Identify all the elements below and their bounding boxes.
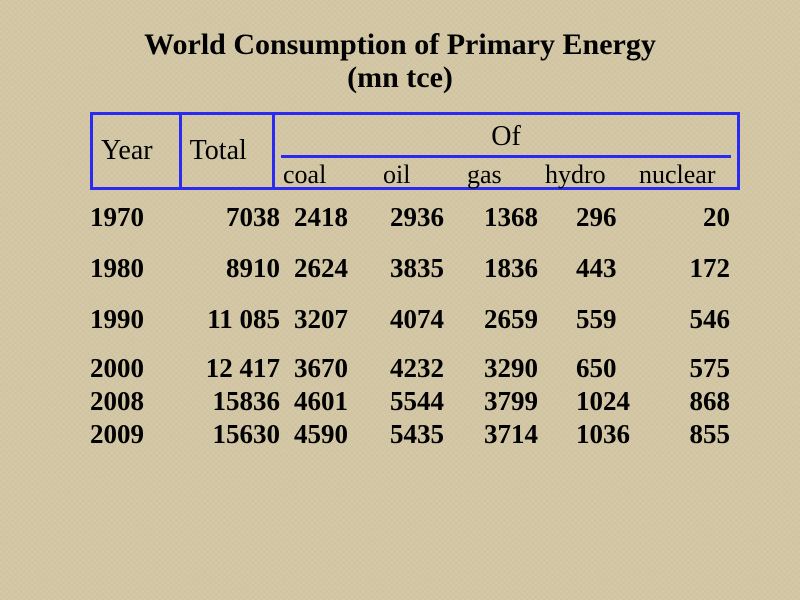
- table-row: 1980 8910 2624 3835 1836 443 172: [90, 255, 750, 282]
- page-title: World Consumption of Primary Energy (mn …: [0, 0, 800, 104]
- cell-coal: 2624: [290, 255, 390, 282]
- cell-coal: 2418: [290, 204, 390, 231]
- cell-hydro: 559: [576, 306, 660, 333]
- cell-gas: 3714: [484, 421, 576, 448]
- cell-oil: 3835: [390, 255, 484, 282]
- cell-total: 15630: [176, 421, 290, 448]
- cell-nuclear: 172: [660, 255, 730, 282]
- cell-year: 2009: [90, 421, 176, 448]
- header-total: Total: [182, 112, 275, 190]
- cell-coal: 3207: [290, 306, 390, 333]
- cell-total: 11 085: [176, 306, 290, 333]
- cell-total: 7038: [176, 204, 290, 231]
- header-year: Year: [90, 112, 182, 190]
- cell-oil: 5544: [390, 388, 484, 415]
- table-row: 2008 15836 4601 5544 3799 1024 868: [90, 388, 750, 415]
- cell-year: 1990: [90, 306, 176, 333]
- cell-gas: 3799: [484, 388, 576, 415]
- header-hydro: hydro: [545, 160, 639, 190]
- cell-hydro: 1036: [576, 421, 660, 448]
- cell-total: 15836: [176, 388, 290, 415]
- cell-year: 1970: [90, 204, 176, 231]
- cell-oil: 4074: [390, 306, 484, 333]
- cell-oil: 5435: [390, 421, 484, 448]
- cell-hydro: 1024: [576, 388, 660, 415]
- header-gas: gas: [467, 160, 545, 190]
- cell-year: 1980: [90, 255, 176, 282]
- cell-nuclear: 546: [660, 306, 730, 333]
- header-of-group: Of coal oil gas hydro nuclear: [275, 112, 740, 190]
- cell-oil: 2936: [390, 204, 484, 231]
- cell-gas: 2659: [484, 306, 576, 333]
- cell-coal: 4590: [290, 421, 390, 448]
- table-row: 2000 12 417 3670 4232 3290 650 575: [90, 355, 750, 382]
- cell-coal: 3670: [290, 355, 390, 382]
- table-row: 1970 7038 2418 2936 1368 296 20: [90, 204, 750, 231]
- cell-gas: 3290: [484, 355, 576, 382]
- table-row: 1990 11 085 3207 4074 2659 559 546: [90, 306, 750, 333]
- table-row: 2009 15630 4590 5435 3714 1036 855: [90, 421, 750, 448]
- cell-oil: 4232: [390, 355, 484, 382]
- data-table: 1970 7038 2418 2936 1368 296 20 1980 891…: [90, 204, 750, 448]
- cell-coal: 4601: [290, 388, 390, 415]
- cell-nuclear: 575: [660, 355, 730, 382]
- cell-hydro: 296: [576, 204, 660, 231]
- cell-total: 12 417: [176, 355, 290, 382]
- header-sub-row: coal oil gas hydro nuclear: [275, 158, 737, 194]
- cell-gas: 1368: [484, 204, 576, 231]
- cell-gas: 1836: [484, 255, 576, 282]
- cell-year: 2008: [90, 388, 176, 415]
- header-row: Year Total Of coal oil gas hydro nuclear: [90, 112, 740, 190]
- cell-total: 8910: [176, 255, 290, 282]
- title-line-1: World Consumption of Primary Energy: [0, 28, 800, 61]
- header-oil: oil: [383, 160, 467, 190]
- header-nuclear: nuclear: [639, 160, 733, 190]
- title-line-2: (mn tce): [0, 61, 800, 94]
- header-of: Of: [281, 119, 731, 158]
- cell-nuclear: 20: [660, 204, 730, 231]
- cell-nuclear: 855: [660, 421, 730, 448]
- cell-year: 2000: [90, 355, 176, 382]
- header-coal: coal: [283, 160, 383, 190]
- cell-hydro: 443: [576, 255, 660, 282]
- cell-hydro: 650: [576, 355, 660, 382]
- table-header: Year Total Of coal oil gas hydro nuclear: [90, 112, 740, 190]
- cell-nuclear: 868: [660, 388, 730, 415]
